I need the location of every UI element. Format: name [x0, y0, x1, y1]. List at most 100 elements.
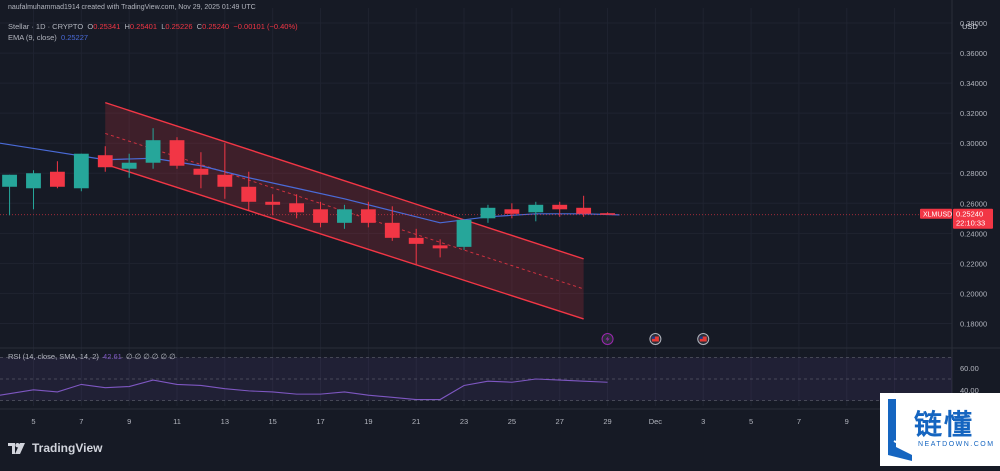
- candle-body: [504, 209, 520, 214]
- low-value: 0.25226: [165, 22, 193, 31]
- credit-line: naufalmuhammad1914 created with TradingV…: [8, 4, 256, 11]
- rsi-y-tick-label: 40.00: [960, 386, 979, 395]
- candle-body: [576, 207, 592, 214]
- y-tick-label: 0.38000: [960, 19, 987, 28]
- candle-body: [337, 209, 352, 223]
- candle-body: [193, 168, 209, 175]
- tradingview-logo-icon: [8, 442, 25, 454]
- candle-body: [408, 237, 424, 244]
- symbol-label: Stellar · 1D · CRYPTO: [8, 22, 84, 31]
- x-tick-label: 3: [701, 417, 705, 426]
- ema-label: EMA (9, close): [8, 33, 57, 42]
- watermark-l-icon: [888, 399, 912, 461]
- x-tick-label: 27: [556, 417, 564, 426]
- open-value: 0.25341: [93, 22, 121, 31]
- y-tick-label: 0.20000: [960, 289, 987, 298]
- candle-body: [26, 173, 41, 189]
- candle-body: [217, 174, 233, 187]
- watermark-text: 链懂: [914, 408, 975, 441]
- lightning-icon: [605, 336, 610, 342]
- price-tag-countdown: 22:10:33: [956, 219, 985, 228]
- y-tick-label: 0.24000: [960, 229, 987, 238]
- x-tick-label: 19: [364, 417, 372, 426]
- rsi-extra: ∅ ∅ ∅ ∅ ∅ ∅: [126, 352, 176, 361]
- candle-body: [552, 204, 568, 210]
- candle-body: [49, 171, 65, 187]
- candle-body: [528, 204, 544, 213]
- candle-body: [241, 186, 257, 202]
- candle-body: [600, 213, 615, 215]
- candle-body: [360, 209, 376, 223]
- x-tick-label: 17: [316, 417, 324, 426]
- x-tick-label: 9: [845, 417, 849, 426]
- x-tick-label: 5: [749, 417, 753, 426]
- y-tick-label: 0.18000: [960, 319, 987, 328]
- rsi-value: 42.61: [103, 352, 122, 361]
- candle-body: [97, 155, 113, 168]
- x-tick-label: 23: [460, 417, 468, 426]
- ema-legend[interactable]: EMA (9, close) 0.25227: [8, 33, 88, 42]
- x-tick-label: 15: [269, 417, 277, 426]
- rsi-line: [0, 378, 608, 401]
- rsi-legend[interactable]: RSI (14, close, SMA, 14, 2) 42.61 ∅ ∅ ∅ …: [8, 352, 176, 361]
- ticker-label: XLMUSD: [923, 212, 952, 219]
- flag-icon: [651, 336, 659, 342]
- high-label: H: [124, 22, 130, 31]
- watermark-subtext: NEATDOWN.COM: [918, 441, 995, 448]
- ema-line: [0, 142, 620, 224]
- rsi-label: RSI (14, close, SMA, 14, 2): [8, 352, 99, 361]
- open-label: O: [87, 22, 94, 31]
- candle-body: [432, 245, 448, 249]
- price-tag-price: 0.25240: [956, 210, 983, 219]
- y-tick-label: 0.32000: [960, 109, 987, 118]
- x-tick-label: 5: [31, 417, 35, 426]
- x-tick-label: 11: [173, 417, 181, 426]
- x-tick-label: 7: [797, 417, 801, 426]
- candle-body: [2, 174, 17, 187]
- y-tick-label: 0.28000: [960, 169, 987, 178]
- close-label: C: [196, 22, 203, 31]
- candle-body: [73, 153, 89, 189]
- change-value: −0.00101 (−0.40%): [233, 22, 298, 31]
- y-tick-label: 0.30000: [960, 139, 987, 148]
- currency-label[interactable]: USD: [962, 22, 978, 31]
- x-tick-label: Dec: [649, 417, 663, 426]
- candle-body: [480, 207, 496, 219]
- rsi-y-tick-label: 60.00: [960, 364, 979, 373]
- channel-upper-line: [105, 101, 584, 260]
- ema-value: 0.25227: [60, 33, 89, 42]
- tradingview-logo[interactable]: TradingView: [8, 440, 102, 456]
- candle-body: [313, 209, 328, 223]
- close-value: 0.25240: [202, 22, 230, 31]
- y-tick-label: 0.34000: [960, 79, 987, 88]
- x-tick-label: 21: [412, 417, 420, 426]
- price-tag: [953, 208, 993, 229]
- main-legend[interactable]: Stellar · 1D · CRYPTO O0.25341 H0.25401 …: [8, 22, 298, 31]
- channel-lower-line: [105, 163, 584, 320]
- x-tick-label: 7: [79, 417, 83, 426]
- low-label: L: [161, 22, 166, 31]
- flag-canton: [651, 336, 655, 339]
- candle-body: [289, 203, 305, 213]
- y-tick-label: 0.36000: [960, 49, 987, 58]
- candle-body: [169, 140, 185, 166]
- high-value: 0.25401: [129, 22, 158, 31]
- x-tick-label: 25: [508, 417, 516, 426]
- ticker-tag: [920, 208, 952, 219]
- x-tick-label: 13: [221, 417, 229, 426]
- candle-body: [121, 162, 137, 169]
- neatdown-watermark: 链懂 NEATDOWN.COM: [880, 393, 1000, 466]
- candle-body: [456, 219, 472, 247]
- flag-canton: [699, 336, 703, 339]
- tradingview-logo-text: TradingView: [32, 441, 103, 455]
- y-tick-label: 0.22000: [960, 259, 987, 268]
- x-tick-label: 29: [603, 417, 611, 426]
- candle-body: [145, 140, 161, 163]
- candle-body: [265, 201, 281, 205]
- y-tick-label: 0.26000: [960, 199, 987, 208]
- x-tick-label: 9: [127, 417, 131, 426]
- flag-icon: [699, 336, 707, 342]
- candle-body: [384, 222, 400, 238]
